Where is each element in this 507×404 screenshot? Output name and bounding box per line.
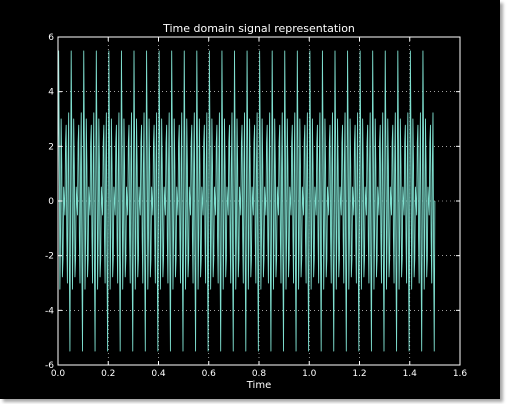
x-tick-label: 0.0: [51, 369, 66, 379]
x-tick-label: 1.2: [352, 369, 366, 379]
y-tick-label: 6: [48, 33, 54, 43]
y-tick-label: -6: [45, 361, 54, 371]
tick-marks: [57, 36, 461, 366]
x-axis-label: Time: [246, 380, 271, 391]
y-tick-label: 4: [48, 88, 54, 98]
x-tick-label: 1.0: [302, 369, 317, 379]
figure-canvas: 0.0 0.2 0.4 0.6 0.8 1.0 1.2 1.4 1.6 -6 -4 -2 0 2 4 6 T…: [0, 0, 500, 399]
chart-title: Time domain signal representation: [162, 22, 355, 35]
signal-series-line: [57, 50, 436, 352]
chart-svg: 0.0 0.2 0.4 0.6 0.8 1.0 1.2 1.4 1.6 -6 -4 -2 0 2 4 6 T…: [45, 22, 468, 391]
y-tick-labels: -6 -4 -2 0 2 4 6: [45, 33, 54, 371]
x-tick-label: 1.4: [403, 369, 418, 379]
x-tick-labels: 0.0 0.2 0.4 0.6 0.8 1.0 1.2 1.4 1.6: [51, 369, 468, 379]
x-tick-label: 0.4: [151, 369, 166, 379]
y-tick-label: 0: [48, 197, 54, 207]
y-tick-label: -2: [45, 252, 54, 262]
x-tick-label: 0.8: [252, 369, 267, 379]
plot-series: [57, 50, 436, 352]
x-tick-label: 0.2: [101, 369, 115, 379]
x-tick-label: 0.6: [202, 369, 217, 379]
y-tick-label: 2: [48, 142, 54, 152]
y-tick-label: -4: [45, 306, 54, 316]
x-tick-label: 1.6: [453, 369, 468, 379]
